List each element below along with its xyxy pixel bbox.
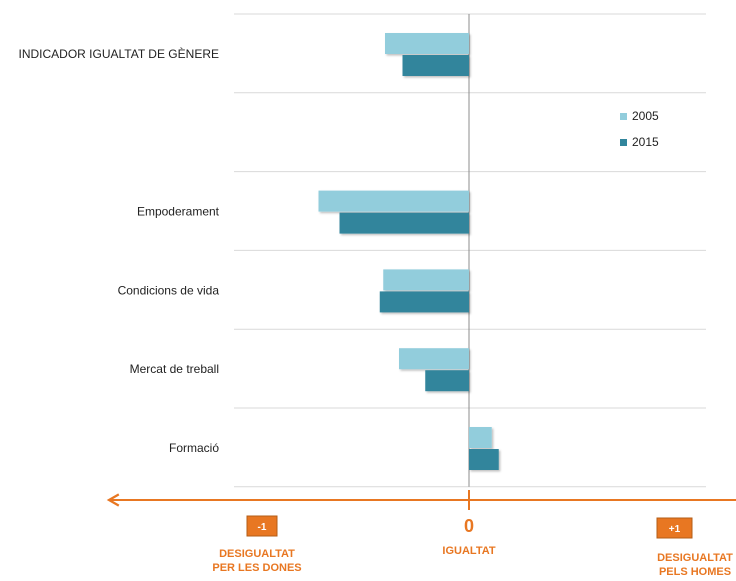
plus-one-box — [656, 517, 693, 539]
bar-2005-empoderament — [318, 190, 469, 212]
category-label-mercat-de-treball: Mercat de treball — [130, 362, 219, 376]
equality-axis: 0 -1 +1 IGUALTAT DESIGUALTAT PER LES DONES DES… — [106, 490, 736, 578]
grid-lines — [234, 13, 706, 488]
zero-label: 0 — [464, 516, 474, 536]
plus-one-label: +1 — [669, 524, 681, 535]
bar-2015-formacio — [469, 449, 499, 470]
minus-one-label: -1 — [258, 522, 267, 533]
category-label-empoderament: Empoderament — [137, 205, 220, 219]
category-label-indicador-igualtat-de-genere: INDICADOR IGUALTAT DE GÈNERE — [19, 46, 219, 61]
legend-swatch-2005 — [620, 113, 627, 120]
category-label-condicions-de-vida: Condicions de vida — [118, 283, 220, 297]
left-caption-line: DESIGUALTAT — [219, 548, 295, 560]
bar-2005-indicador-igualtat-de-genere — [385, 33, 469, 54]
legend-label-2015: 2015 — [632, 135, 659, 149]
bar-2015-mercat-de-treball — [425, 370, 469, 392]
legend: 2005 2015 — [620, 109, 659, 149]
bar-2015-indicador-igualtat-de-genere — [402, 55, 469, 76]
left-caption-line: PER LES DONES — [212, 562, 301, 574]
minus-one-box — [246, 515, 278, 537]
legend-label-2005: 2005 — [632, 109, 659, 123]
right-caption-line: DESIGUALTAT — [657, 552, 733, 564]
bar-2005-mercat-de-treball — [399, 348, 469, 370]
category-label-formacio: Formació — [169, 441, 219, 455]
bar-2005-condicions-de-vida — [383, 269, 469, 291]
right-caption-line: PELS HOMES — [659, 566, 731, 578]
center-caption: IGUALTAT — [442, 545, 495, 557]
bar-2015-empoderament — [339, 212, 469, 234]
category-labels: INDICADOR IGUALTAT DE GÈNERE Empoderament… — [19, 46, 220, 455]
bars — [318, 33, 499, 470]
bar-2005-formacio — [469, 427, 492, 448]
bar-2015-condicions-de-vida — [379, 291, 469, 313]
legend-swatch-2015 — [620, 139, 627, 146]
